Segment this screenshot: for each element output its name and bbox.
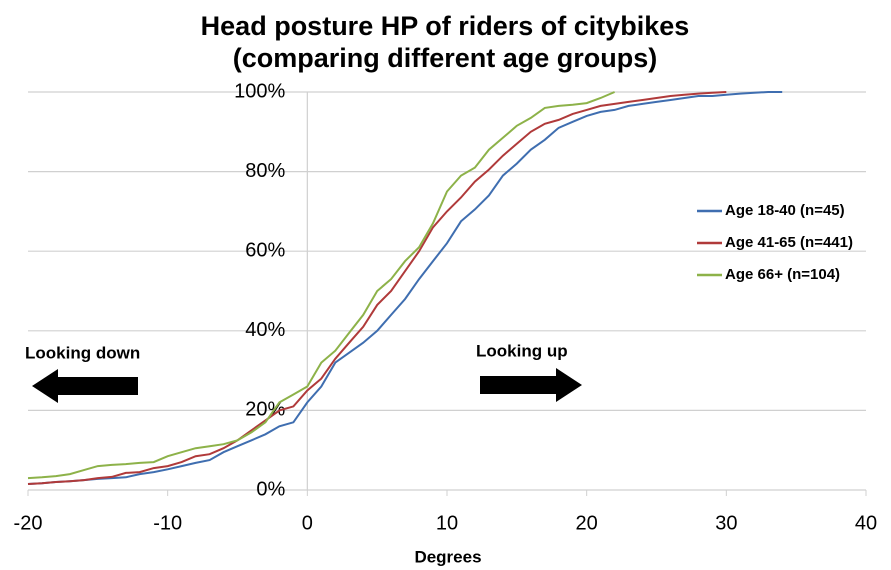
series-line	[27, 91, 727, 485]
x-tick-label: 40	[855, 512, 877, 534]
series-line	[27, 91, 783, 485]
arrow-right	[480, 368, 582, 402]
y-tick-label: 80%	[245, 160, 285, 182]
y-tick-label: 100%	[234, 80, 285, 102]
y-tick-label: 60%	[245, 239, 285, 261]
legend-label: Age 66+ (n=104)	[725, 266, 840, 283]
arrow-left	[32, 369, 138, 403]
legend-label: Age 18-40 (n=45)	[725, 202, 845, 219]
series-line	[27, 91, 615, 480]
annotation: Looking down	[25, 343, 140, 362]
x-tick-label: 0	[302, 512, 313, 534]
legend-label: Age 41-65 (n=441)	[725, 234, 853, 251]
chart-title: Head posture HP of riders of citybikes	[201, 11, 690, 41]
x-tick-label: 30	[715, 512, 737, 534]
y-tick-label: 20%	[245, 399, 285, 421]
y-tick-label: 40%	[245, 319, 285, 341]
x-tick-label: 10	[436, 512, 458, 534]
x-tick-label: -20	[14, 512, 43, 534]
x-axis-label: Degrees	[414, 547, 481, 566]
y-tick-label: 0%	[256, 478, 285, 500]
x-tick-label: 20	[576, 512, 598, 534]
x-tick-label: -10	[153, 512, 182, 534]
chart-subtitle: (comparing different age groups)	[233, 43, 658, 73]
annotation: Looking up	[476, 341, 568, 360]
